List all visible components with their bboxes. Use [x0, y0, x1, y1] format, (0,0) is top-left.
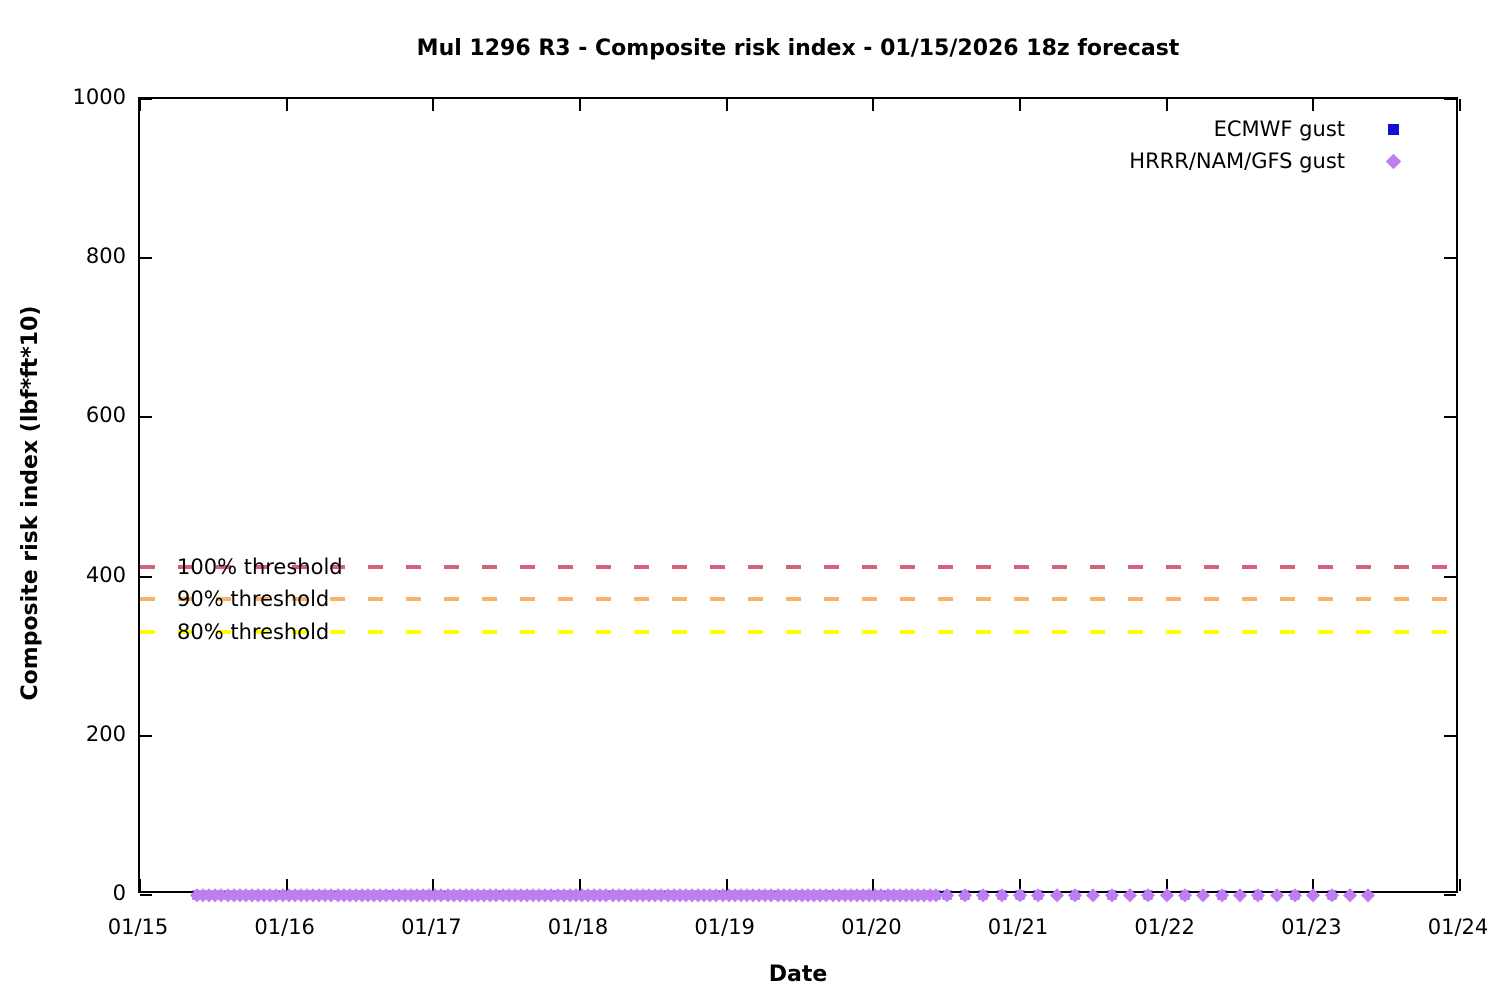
x-tick-mark: [1459, 99, 1461, 111]
x-axis-label: Date: [768, 962, 828, 987]
x-tick-label: 01/15: [107, 915, 169, 939]
threshold-label: 90% threshold: [177, 587, 330, 612]
y-tick-label: 800: [85, 244, 126, 269]
y-tick-mark: [1444, 98, 1456, 100]
x-tick-label: 01/21: [987, 915, 1049, 939]
x-tick-label: 01/24: [1427, 915, 1489, 939]
legend-entry-ecmwf: ECMWF gust: [1129, 113, 1441, 145]
threshold-label: 100% threshold: [177, 554, 343, 579]
x-tick-mark: [872, 879, 875, 891]
x-tick-mark: [432, 99, 435, 111]
x-tick-label: 01/19: [694, 915, 755, 939]
chart-title: Mul 1296 R3 - Composite risk index - 01/…: [416, 36, 1180, 61]
data-point-marker: [1159, 888, 1174, 902]
y-tick-mark: [1444, 575, 1456, 578]
data-point-marker: [1123, 888, 1137, 902]
y-tick-label: 400: [85, 562, 126, 587]
x-tick-mark: [432, 879, 435, 891]
x-tick-mark: [1312, 99, 1315, 111]
x-tick-mark: [285, 99, 288, 111]
x-tick-mark: [1165, 99, 1168, 111]
data-point-marker: [1233, 888, 1247, 902]
x-tick-label: 01/22: [1134, 915, 1195, 939]
legend-entry-hrrr-nam-gfs: HRRR/NAM/GFS gust: [1129, 145, 1441, 177]
square-icon: [1387, 123, 1399, 135]
y-tick-label: 0: [112, 881, 126, 905]
x-tick-mark: [139, 99, 141, 111]
legend-label: HRRR/NAM/GFS gust: [1129, 149, 1345, 173]
legend-label: ECMWF gust: [1213, 117, 1345, 141]
x-tick-mark: [872, 99, 875, 111]
x-tick-mark: [1019, 879, 1021, 891]
y-tick-label: 200: [85, 721, 126, 746]
x-tick-label: 01/16: [254, 915, 315, 939]
x-tick-mark: [1312, 879, 1315, 891]
x-tick-mark: [579, 879, 581, 891]
data-point-marker: [1049, 888, 1064, 902]
x-tick-label: 01/18: [547, 915, 609, 939]
data-point-marker: [1361, 888, 1376, 902]
data-point-marker: [1196, 888, 1211, 902]
data-point-marker: [1306, 888, 1321, 902]
y-tick-mark: [1444, 734, 1456, 737]
legend: ECMWF gust HRRR/NAM/GFS gust: [1129, 113, 1441, 177]
y-tick-mark: [140, 575, 152, 578]
threshold-label: 80% threshold: [177, 620, 330, 645]
data-point-marker: [1086, 888, 1101, 902]
y-tick-label: 1000: [72, 85, 126, 109]
x-tick-label: 01/20: [841, 915, 902, 939]
y-tick-mark: [1444, 257, 1456, 260]
legend-marker-cell: [1345, 123, 1441, 135]
y-tick-mark: [1444, 416, 1456, 419]
threshold-line: [140, 597, 1456, 602]
legend-marker-cell: [1345, 153, 1441, 169]
x-tick-mark: [725, 99, 728, 111]
y-tick-mark: [140, 894, 152, 896]
data-point-marker: [1343, 888, 1357, 902]
y-tick-mark: [140, 257, 152, 260]
x-tick-mark: [1459, 879, 1461, 891]
y-tick-mark: [1444, 894, 1456, 896]
x-tick-mark: [139, 879, 141, 891]
y-axis-label: Composite risk index (lbf*ft*10): [18, 305, 43, 701]
data-point-marker: [1269, 888, 1284, 902]
diamond-icon: [1385, 153, 1401, 169]
x-tick-mark: [1165, 879, 1168, 891]
x-tick-mark: [579, 99, 581, 111]
x-tick-label: 01/17: [401, 915, 462, 939]
x-tick-label: 01/23: [1281, 915, 1342, 939]
x-tick-mark: [1019, 99, 1021, 111]
y-tick-mark: [140, 416, 152, 419]
x-tick-mark: [725, 879, 728, 891]
y-tick-mark: [140, 734, 152, 737]
y-tick-label: 600: [85, 403, 126, 428]
plot-area: 100% threshold 90% threshold 80% threshold…: [138, 97, 1461, 902]
threshold-line: [140, 630, 1456, 635]
x-tick-mark: [285, 879, 288, 891]
y-tick-mark: [140, 98, 152, 100]
threshold-line: [140, 564, 1456, 569]
